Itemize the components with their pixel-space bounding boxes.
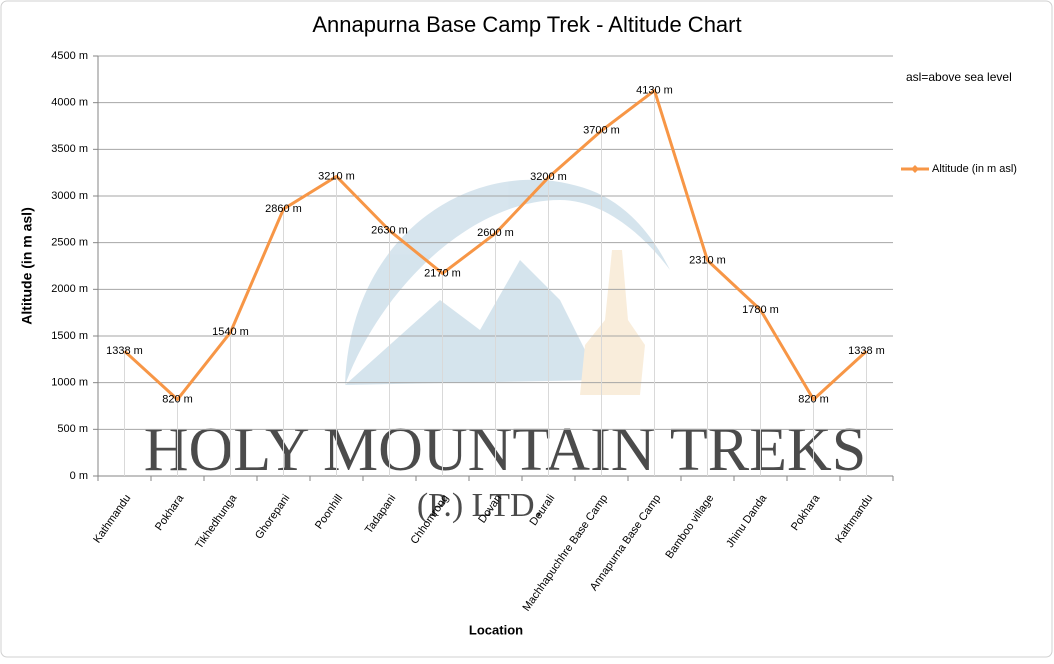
- y-tick-label: 3000 m: [51, 190, 88, 202]
- y-tick-label: 4500 m: [51, 50, 88, 62]
- data-label: 2630 m: [371, 224, 408, 236]
- data-label: 2170 m: [424, 267, 461, 279]
- data-label: 1338 m: [848, 345, 885, 357]
- data-label: 3210 m: [318, 170, 355, 182]
- data-label: 1338 m: [106, 345, 143, 357]
- data-label: 3200 m: [530, 171, 567, 183]
- series-line: [123, 89, 868, 401]
- data-label: 1780 m: [742, 304, 779, 316]
- annotation: asl=above sea level: [906, 70, 1012, 84]
- y-tick-label: 500 m: [57, 423, 88, 435]
- chart-title: Annapurna Base Camp Trek - Altitude Char…: [312, 12, 741, 37]
- y-tick-label: 2500 m: [51, 237, 88, 249]
- data-label: 1540 m: [212, 326, 249, 338]
- watermark-text: HOLY MOUNTAIN TREKS: [144, 416, 866, 484]
- watermark-logo: [345, 179, 670, 395]
- data-label: 4130 m: [636, 84, 673, 96]
- legend-label: Altitude (in m asl): [932, 163, 1017, 175]
- data-label: 820 m: [162, 393, 193, 405]
- x-axis-title: Location: [469, 622, 523, 637]
- y-tick-label: 0 m: [70, 470, 88, 482]
- legend-marker: [911, 165, 919, 173]
- y-tick-label: 1000 m: [51, 377, 88, 389]
- y-tick-label: 3500 m: [51, 143, 88, 155]
- y-tick-label: 2000 m: [51, 283, 88, 295]
- y-axis-title: Altitude (in m asl): [19, 207, 35, 324]
- data-label: 820 m: [798, 393, 829, 405]
- data-label: 2860 m: [265, 203, 302, 215]
- y-tick-label: 1500 m: [51, 330, 88, 342]
- watermark-subtext: (P.) LTD.: [417, 487, 543, 524]
- data-label: 3700 m: [583, 125, 620, 137]
- data-label: 2600 m: [477, 227, 514, 239]
- data-label: 2310 m: [689, 254, 726, 266]
- y-tick-label: 4000 m: [51, 97, 88, 109]
